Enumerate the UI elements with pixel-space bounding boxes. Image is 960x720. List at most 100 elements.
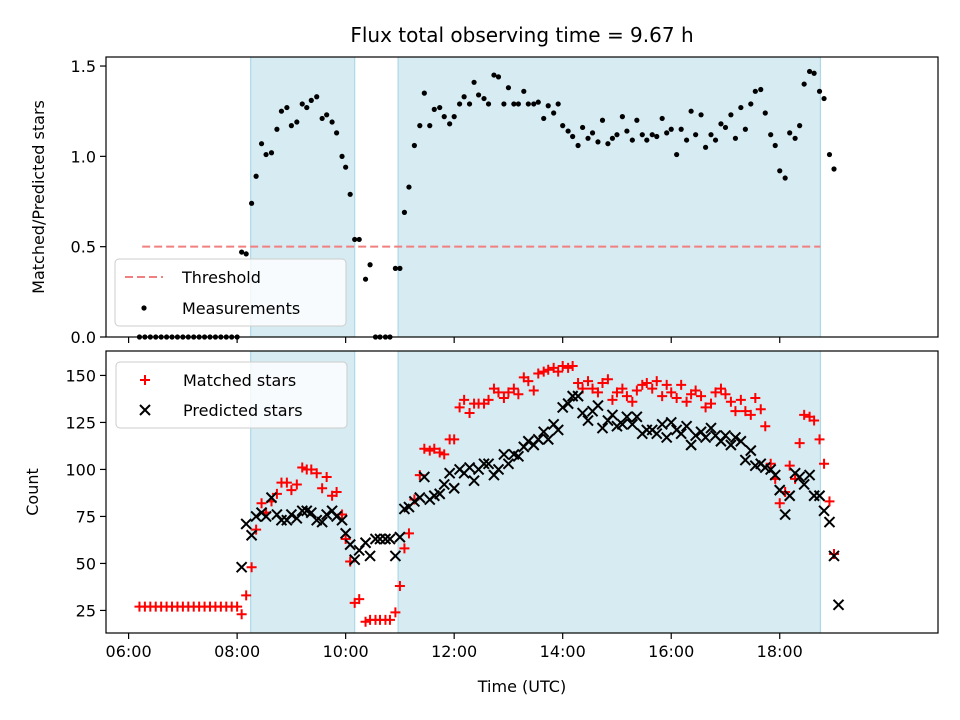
predicted-star-point bbox=[438, 478, 450, 491]
matched-star-point bbox=[503, 387, 514, 398]
measurement-point bbox=[732, 135, 739, 141]
matched-star-point bbox=[232, 601, 243, 612]
measurement-point bbox=[614, 132, 620, 138]
measurement-point bbox=[674, 151, 680, 158]
legend-box bbox=[114, 258, 347, 327]
measurement-point bbox=[505, 85, 512, 91]
measurement-point bbox=[401, 209, 408, 215]
matched-star-point bbox=[583, 376, 594, 387]
predicted-star-point bbox=[576, 407, 589, 419]
measurement-point bbox=[806, 68, 813, 75]
predicted-star-point bbox=[336, 514, 348, 526]
x-tick-label: 06:00 bbox=[106, 642, 152, 661]
measurement-point bbox=[752, 88, 758, 94]
matched-star-point bbox=[439, 449, 450, 460]
measurement-point bbox=[427, 123, 433, 129]
measurement-point bbox=[249, 200, 255, 206]
legend-threshold-label: Threshold bbox=[181, 268, 261, 287]
measurement-point bbox=[624, 128, 630, 134]
matched-star-point bbox=[592, 387, 603, 398]
matched-star-point bbox=[429, 443, 440, 454]
matched-star-point bbox=[755, 404, 766, 415]
measurement-point bbox=[629, 137, 635, 143]
matched-star-point bbox=[666, 387, 677, 398]
measurement-point bbox=[811, 70, 817, 76]
matched-star-point bbox=[745, 409, 756, 420]
predicted-star-point bbox=[468, 475, 480, 487]
predicted-star-point bbox=[631, 411, 643, 423]
matched-star-point bbox=[246, 562, 257, 573]
legend-matched-label: Matched stars bbox=[183, 371, 296, 390]
measurement-point bbox=[768, 132, 774, 138]
predicted-star-point bbox=[389, 550, 402, 562]
predicted-star-point bbox=[725, 439, 737, 451]
measurement-point bbox=[535, 99, 541, 105]
measurement-point bbox=[792, 135, 798, 141]
top-shaded-span-1 bbox=[398, 57, 821, 337]
measurement-point bbox=[343, 164, 349, 170]
matched-star-point bbox=[651, 376, 662, 387]
matched-star-point bbox=[710, 387, 721, 398]
predicted-star-point bbox=[803, 469, 816, 481]
measurement-point bbox=[821, 95, 827, 102]
matched-star-point bbox=[523, 376, 534, 387]
measurement-point bbox=[609, 135, 616, 141]
measurement-point bbox=[659, 115, 665, 122]
predicted-star-point bbox=[478, 458, 490, 470]
predicted-star-point bbox=[793, 471, 806, 483]
predicted-star-point bbox=[348, 553, 361, 566]
matched-star-point bbox=[567, 361, 578, 372]
measurement-point bbox=[274, 126, 280, 132]
predicted-star-point bbox=[240, 518, 252, 530]
measurement-point bbox=[688, 108, 694, 114]
measurement-point bbox=[782, 175, 788, 181]
matched-star-point bbox=[241, 590, 252, 601]
matched-star-point bbox=[297, 462, 308, 473]
measurement-point bbox=[589, 130, 596, 136]
bottom-y-tick-label: 25 bbox=[76, 601, 96, 620]
predicted-star-point bbox=[448, 482, 460, 494]
matched-star-point bbox=[765, 458, 776, 469]
predicted-star-point bbox=[813, 490, 826, 502]
predicted-star-point bbox=[443, 467, 456, 479]
matched-star-point bbox=[597, 377, 608, 388]
predicted-star-point bbox=[572, 390, 584, 402]
matched-star-point bbox=[399, 543, 410, 554]
predicted-star-point bbox=[665, 416, 677, 429]
matched-star-point bbox=[725, 396, 736, 407]
bottom-y-tick-label: 150 bbox=[65, 366, 96, 385]
matched-star-point bbox=[419, 443, 430, 454]
bottom-shaded-span-1 bbox=[398, 351, 821, 633]
predicted-star-point bbox=[384, 533, 396, 545]
measurement-point bbox=[712, 137, 719, 143]
measurement-point bbox=[299, 101, 305, 107]
predicted-star-point bbox=[492, 463, 505, 476]
count-panel: 06:00 08:00 10:00 12:00 14:00 16:00 18:00 25 50 7… bbox=[65, 350, 939, 661]
predicted-star-point bbox=[596, 422, 609, 434]
predicted-star-point bbox=[798, 478, 810, 491]
predicted-star-point bbox=[364, 550, 376, 562]
measurement-point bbox=[329, 119, 335, 125]
predicted-star-point bbox=[552, 424, 564, 436]
top-legend: Threshold Measurements bbox=[114, 258, 347, 327]
measurement-point bbox=[555, 101, 561, 107]
measurement-point bbox=[762, 110, 768, 116]
predicted-star-point bbox=[344, 538, 356, 551]
measurement-point bbox=[481, 95, 487, 102]
matched-star-point bbox=[251, 524, 262, 535]
predicted-star-point bbox=[537, 426, 550, 438]
measurement-point bbox=[551, 110, 557, 116]
legend-matched-swatch bbox=[140, 375, 150, 385]
predicted-star-point bbox=[408, 495, 421, 508]
matched-star-point bbox=[750, 393, 761, 403]
measurement-point bbox=[284, 104, 290, 111]
measurement-point bbox=[708, 132, 714, 138]
predicted-star-point bbox=[542, 433, 554, 446]
matched-star-point bbox=[657, 391, 668, 402]
ratio-panel: 0.0 0.5 1.0 1.5 Threshold Measurements bbox=[71, 56, 939, 347]
matched-star-point bbox=[809, 415, 820, 426]
predicted-star-point bbox=[245, 529, 258, 541]
measurement-point bbox=[728, 112, 734, 118]
predicted-star-point bbox=[250, 510, 262, 523]
measurement-point bbox=[397, 265, 403, 271]
